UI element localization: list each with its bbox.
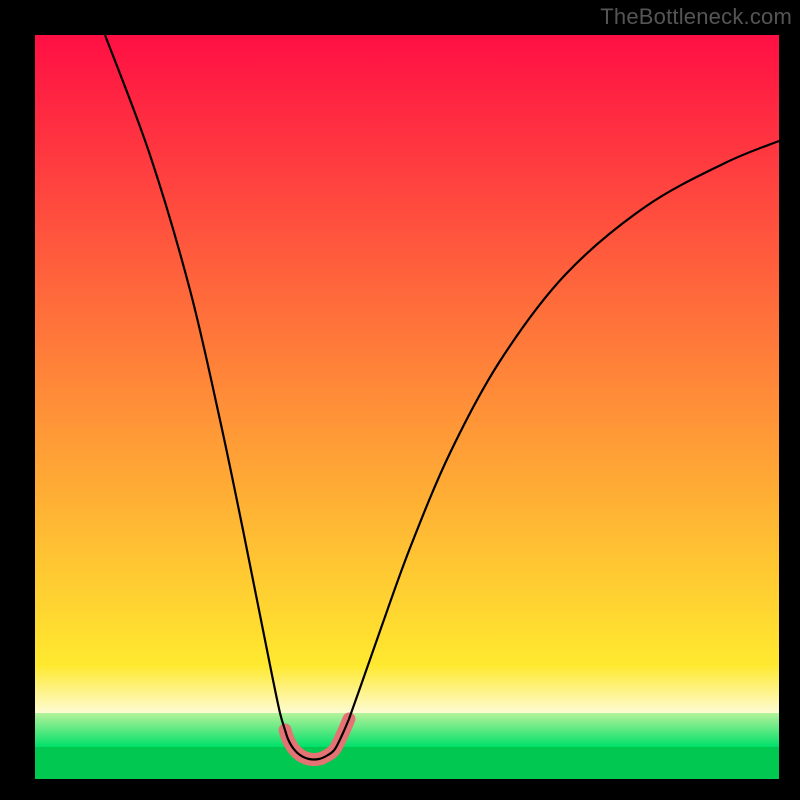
curve-layer [35,35,779,779]
plot-frame [35,35,779,779]
watermark-text: TheBottleneck.com [600,4,792,30]
curve-right-branch [349,141,779,719]
curve-left-branch [105,35,285,730]
